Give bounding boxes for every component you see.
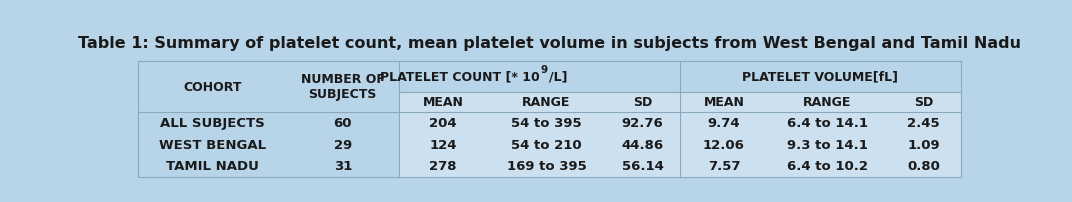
Text: PLATELET VOLUME[fL]: PLATELET VOLUME[fL] [742,70,898,83]
Text: 12.06: 12.06 [703,138,745,151]
Text: 169 to 395: 169 to 395 [506,159,586,172]
Text: 2.45: 2.45 [907,117,940,129]
Text: SD: SD [914,96,933,109]
Text: Table 1: Summary of platelet count, mean platelet volume in subjects from West B: Table 1: Summary of platelet count, mean… [78,35,1021,50]
Text: NUMBER OF
SUBJECTS: NUMBER OF SUBJECTS [301,73,385,101]
Text: MEAN: MEAN [422,96,463,109]
Bar [887,134,961,155]
Text: 56.14: 56.14 [622,159,664,172]
Text: 204: 204 [429,117,457,129]
Text: 6.4 to 14.1: 6.4 to 14.1 [787,117,867,129]
Text: 6.4 to 10.2: 6.4 to 10.2 [787,159,867,172]
Bar [887,155,961,177]
Text: 54 to 210: 54 to 210 [511,138,582,151]
Text: WEST BENGAL: WEST BENGAL [159,138,266,151]
Text: 60: 60 [333,117,352,129]
Text: 92.76: 92.76 [622,117,664,129]
Text: 9.3 to 14.1: 9.3 to 14.1 [787,138,867,151]
Text: 278: 278 [429,159,457,172]
Text: COHORT: COHORT [183,80,241,93]
Text: RANGE: RANGE [803,96,851,109]
Text: ALL SUBJECTS: ALL SUBJECTS [160,117,265,129]
Text: PLATELET COUNT [* 10: PLATELET COUNT [* 10 [379,70,539,83]
Text: 9.74: 9.74 [708,117,741,129]
Bar [887,112,961,134]
Text: TAMIL NADU: TAMIL NADU [166,159,258,172]
Text: 124: 124 [429,138,457,151]
Text: 0.80: 0.80 [907,159,940,172]
Bar [887,92,961,112]
Bar [606,92,680,112]
Bar [606,112,680,134]
Text: /L]: /L] [549,70,568,83]
Bar [606,155,680,177]
Text: 54 to 395: 54 to 395 [511,117,582,129]
Text: 44.86: 44.86 [622,138,664,151]
Text: 1.09: 1.09 [907,138,940,151]
Text: MEAN: MEAN [703,96,744,109]
Bar [606,134,680,155]
Text: RANGE: RANGE [522,96,570,109]
Text: SD: SD [634,96,652,109]
Text: 9: 9 [540,65,548,75]
Text: 31: 31 [333,159,352,172]
Text: 29: 29 [333,138,352,151]
Text: 7.57: 7.57 [708,159,740,172]
